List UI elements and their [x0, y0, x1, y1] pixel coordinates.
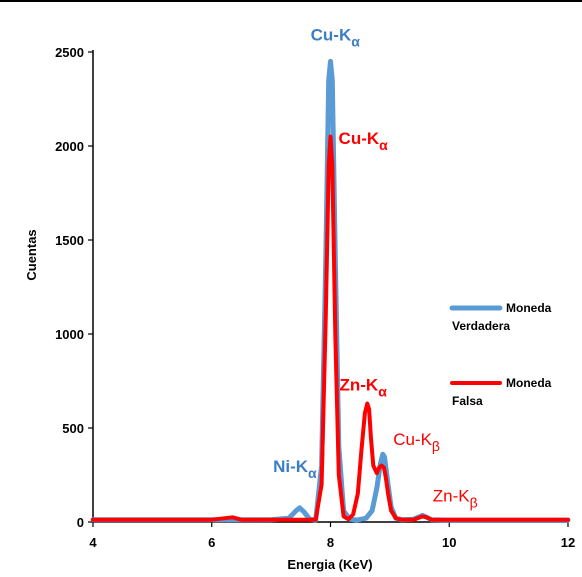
- x-tick-label: 4: [89, 535, 97, 550]
- peak-annotations: Cu-Kα Cu-Kα Zn-Kα Cu-Kβ Ni-Kα Zn-Kβ: [273, 26, 478, 511]
- legend-label: Moneda: [506, 376, 552, 390]
- legend: Moneda Verdadera Moneda Falsa: [449, 301, 552, 408]
- y-tick-label: 500: [62, 421, 84, 436]
- x-axis-title: Energia (KeV): [287, 557, 372, 572]
- y-axis-title: Cuentas: [24, 229, 39, 280]
- peak-label: Zn-Kα: [339, 375, 387, 399]
- x-tick-label: 12: [561, 535, 575, 550]
- legend-label: Verdadera: [452, 319, 510, 333]
- peak-label: Cu-Kα: [339, 129, 389, 153]
- peak-label: Cu-Kβ: [393, 430, 440, 454]
- y-tick-label: 1500: [55, 233, 84, 248]
- peak-label: Cu-Kα: [311, 26, 361, 50]
- y-tick-label: 1000: [55, 327, 84, 342]
- legend-label: Moneda: [506, 301, 552, 315]
- y-tick-label: 2500: [55, 45, 84, 60]
- series-layer: [90, 58, 571, 523]
- y-tick-label: 0: [77, 515, 84, 530]
- y-tick-label: 2000: [55, 139, 84, 154]
- x-tick-label: 6: [208, 535, 215, 550]
- peak-label: Zn-Kβ: [433, 486, 478, 510]
- x-tick-label: 8: [327, 535, 334, 550]
- peak-label: Ni-Kα: [273, 457, 317, 481]
- series-moneda-falsa: [91, 134, 570, 522]
- tick-labels: 4 6 8 10 12 0 500 1000 1500 2000 2500: [55, 45, 575, 550]
- x-tick-label: 10: [442, 535, 456, 550]
- legend-label: Falsa: [452, 394, 483, 408]
